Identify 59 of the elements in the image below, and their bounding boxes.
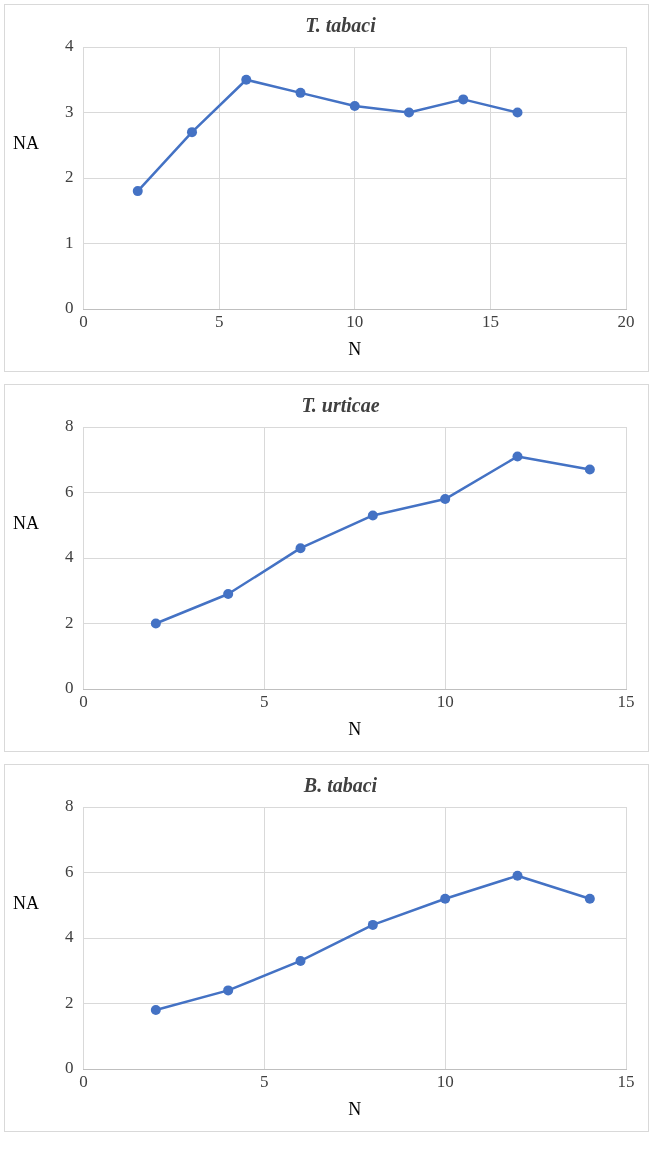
y-axis-title: NA bbox=[13, 512, 39, 533]
y-tick-label: 0 bbox=[65, 1058, 74, 1078]
chart-title: B. tabaci bbox=[302, 774, 378, 797]
point bbox=[458, 94, 469, 105]
point bbox=[512, 451, 523, 462]
point bbox=[223, 985, 234, 996]
point bbox=[367, 510, 378, 521]
y-tick-label: 3 bbox=[65, 101, 74, 121]
y-tick-label: 1 bbox=[65, 232, 74, 252]
x-axis-title: N bbox=[348, 338, 362, 359]
y-tick-label: 0 bbox=[65, 298, 74, 318]
point bbox=[584, 464, 595, 475]
y-tick-label: 4 bbox=[65, 547, 74, 567]
point bbox=[295, 87, 306, 98]
y-tick-label: 0 bbox=[65, 678, 74, 698]
point bbox=[295, 543, 306, 554]
y-tick-label: 6 bbox=[65, 481, 74, 501]
x-tick-label: 5 bbox=[260, 691, 269, 711]
x-tick-label: 10 bbox=[436, 691, 454, 711]
y-tick-label: 4 bbox=[65, 927, 74, 947]
x-tick-label: 5 bbox=[260, 1071, 269, 1091]
x-axis-title: N bbox=[348, 718, 362, 739]
point bbox=[132, 186, 143, 197]
point bbox=[584, 893, 595, 904]
point bbox=[440, 893, 451, 904]
y-axis-title: NA bbox=[13, 892, 39, 913]
chart-title: T. tabaci bbox=[305, 14, 377, 37]
x-tick-label: 10 bbox=[436, 1071, 454, 1091]
y-tick-label: 2 bbox=[65, 167, 74, 187]
point bbox=[295, 955, 306, 966]
x-tick-label: 10 bbox=[346, 311, 364, 331]
y-tick-label: 2 bbox=[65, 612, 74, 632]
point bbox=[187, 127, 197, 138]
point bbox=[367, 919, 378, 930]
point bbox=[150, 618, 161, 629]
x-tick-label: 0 bbox=[79, 311, 88, 331]
y-tick-label: 2 bbox=[65, 992, 74, 1012]
point bbox=[349, 100, 360, 111]
point bbox=[512, 107, 523, 118]
chart-title: T. urticae bbox=[301, 394, 380, 417]
point bbox=[223, 589, 234, 600]
point bbox=[241, 74, 252, 85]
point bbox=[440, 494, 451, 505]
y-axis-title: NA bbox=[13, 132, 39, 153]
y-tick-label: 6 bbox=[65, 861, 74, 881]
x-tick-label: 0 bbox=[79, 1071, 88, 1091]
x-tick-label: 5 bbox=[214, 311, 224, 331]
x-tick-label: 20 bbox=[617, 311, 635, 331]
x-tick-label: 0 bbox=[79, 691, 88, 711]
point bbox=[150, 1005, 161, 1016]
x-axis-title: N bbox=[348, 1098, 362, 1119]
y-tick-label: 8 bbox=[65, 796, 74, 816]
x-tick-label: 15 bbox=[481, 311, 499, 331]
x-tick-label: 15 bbox=[617, 691, 635, 711]
y-tick-label: 8 bbox=[65, 416, 74, 436]
y-tick-label: 4 bbox=[65, 36, 74, 56]
point bbox=[404, 107, 414, 118]
point bbox=[512, 870, 523, 881]
x-tick-label: 15 bbox=[617, 1071, 635, 1091]
